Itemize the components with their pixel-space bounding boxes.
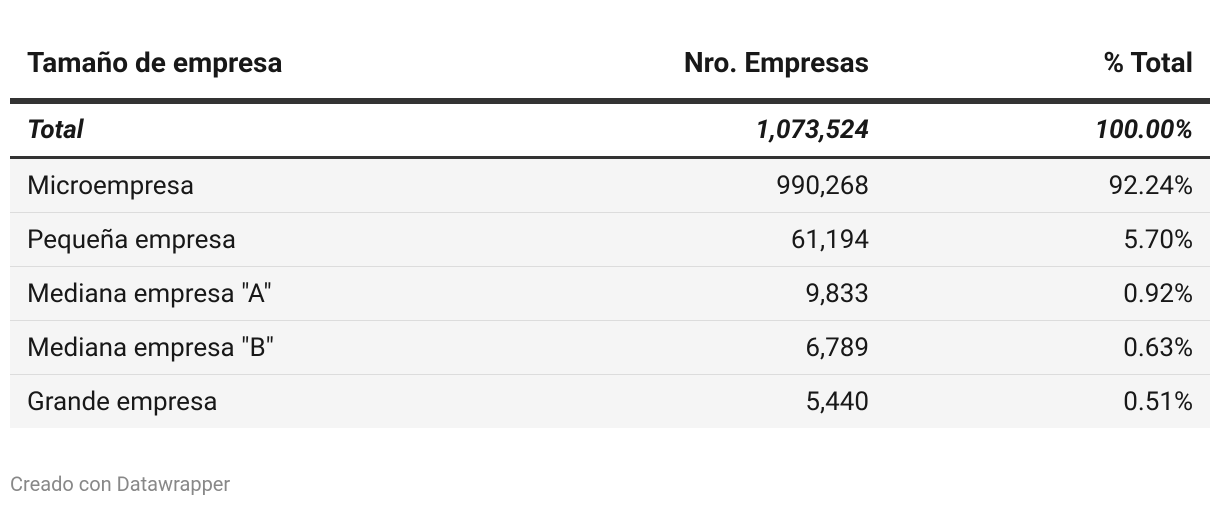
- table-row: Mediana empresa "B" 6,789 0.63%: [10, 320, 1210, 375]
- header-row: Tamaño de empresa Nro. Empresas% Total: [10, 26, 1210, 104]
- table-cell: 0.92%: [886, 266, 1210, 321]
- table-cell: 92.24%: [886, 157, 1210, 213]
- table-cell: Mediana empresa "B": [10, 320, 452, 375]
- table-row: Grande empresa 5,440 0.51%: [10, 374, 1210, 428]
- table-head: Tamaño de empresa Nro. Empresas% Total: [10, 26, 1210, 104]
- table-cell: 6,789: [452, 320, 886, 375]
- total-row: Total 1,073,524 100.00%: [10, 101, 1210, 159]
- table-row: Mediana empresa "A" 9,833 0.92%: [10, 266, 1210, 321]
- table-cell: 9,833: [452, 266, 886, 321]
- table-cell: 5.70%: [886, 212, 1210, 267]
- table-cell: 5,440: [452, 374, 886, 428]
- footer: Creado con Datawrapper: [10, 472, 231, 496]
- data-table: Tamaño de empresa Nro. Empresas% Total To…: [10, 26, 1210, 428]
- table-cell: Mediana empresa "A": [10, 266, 452, 321]
- total-cell: Total: [10, 101, 452, 159]
- table-body: Total 1,073,524 100.00% Microempresa 990,268…: [10, 101, 1210, 428]
- table-row: Microempresa 990,268 92.24%: [10, 157, 1210, 213]
- table-row: Pequeña empresa 61,194 5.70%: [10, 212, 1210, 267]
- column-header: % Total: [886, 26, 1210, 104]
- total-cell: 100.00%: [886, 101, 1210, 159]
- column-header: Nro. Empresas: [452, 26, 886, 104]
- table-cell: Microempresa: [10, 157, 452, 213]
- total-cell: 1,073,524: [452, 101, 886, 159]
- table-cell: 0.51%: [886, 374, 1210, 428]
- column-header: Tamaño de empresa: [10, 26, 452, 104]
- table-cell: Grande empresa: [10, 374, 452, 428]
- table-cell: Pequeña empresa: [10, 212, 452, 267]
- table-cell: 990,268: [452, 157, 886, 213]
- table-cell: 61,194: [452, 212, 886, 267]
- table-cell: 0.63%: [886, 320, 1210, 375]
